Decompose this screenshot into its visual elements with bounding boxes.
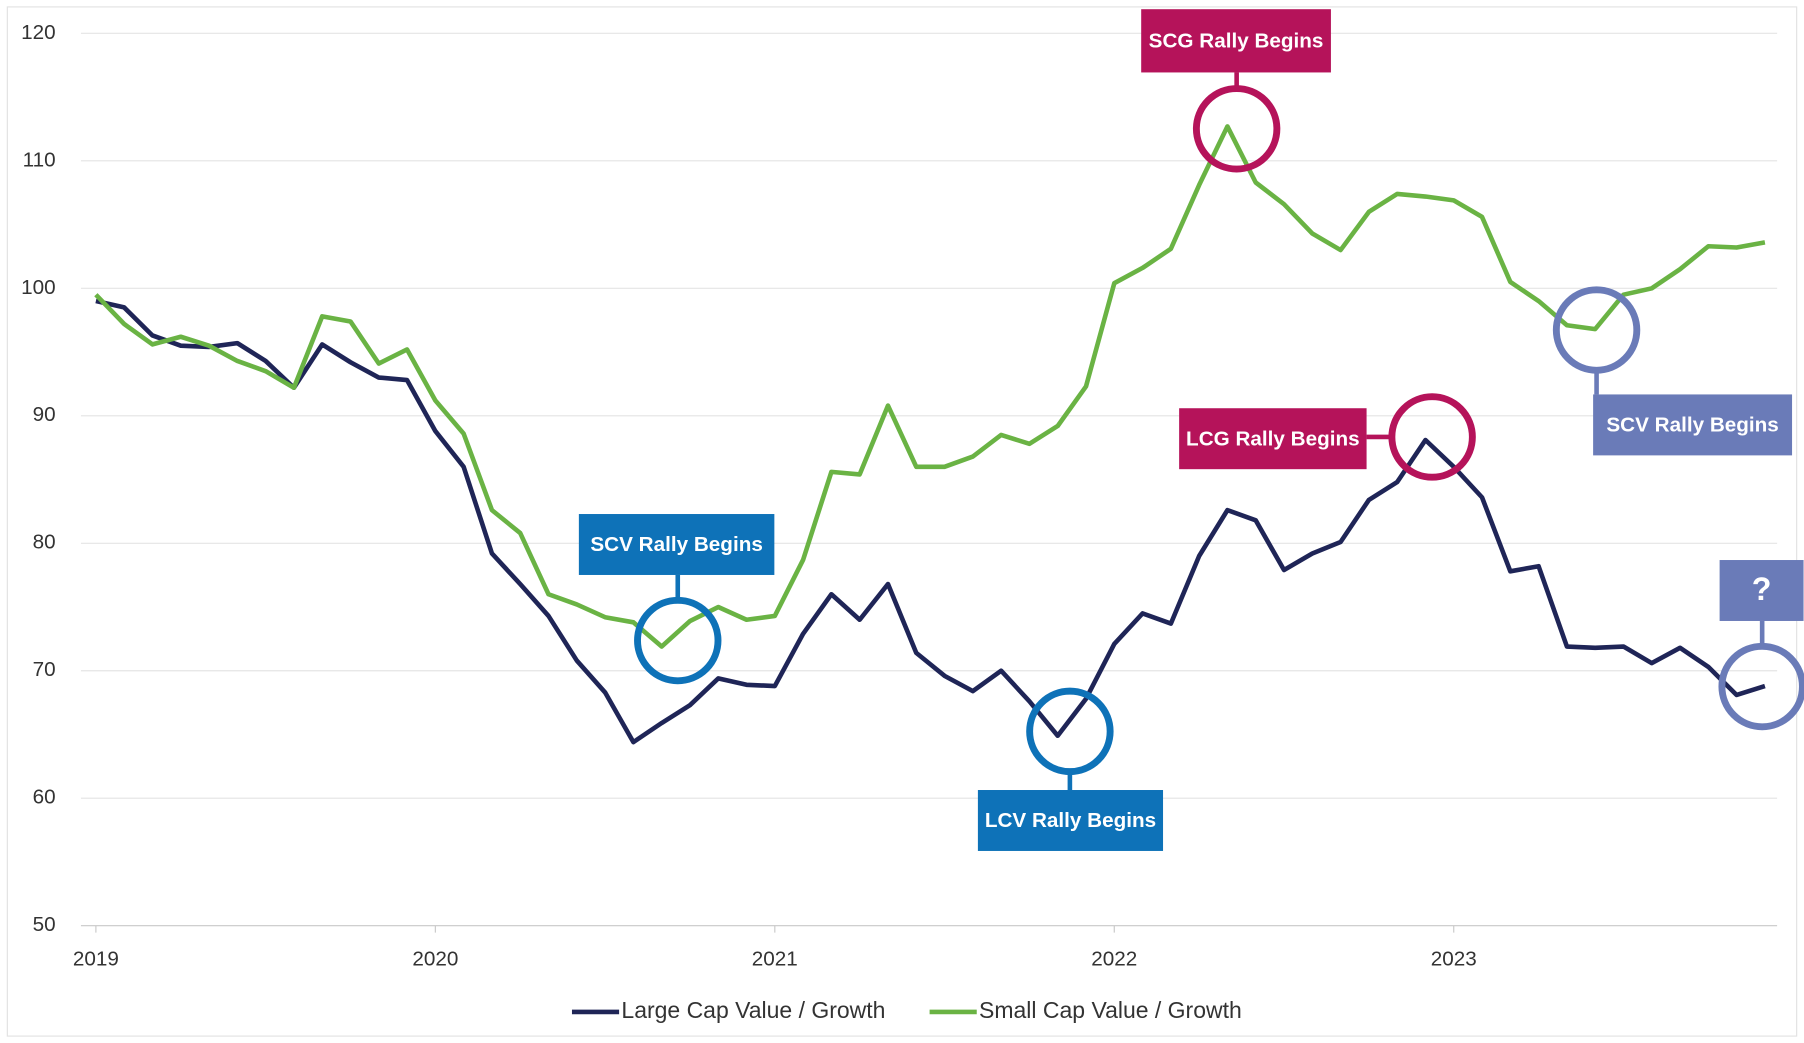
- y-tick-label: 70: [33, 658, 56, 681]
- y-tick-label: 110: [23, 148, 56, 171]
- annotation-text: SCG Rally Begins: [1149, 29, 1324, 52]
- x-tick-label: 2021: [752, 948, 798, 971]
- legend-label: Small Cap Value / Growth: [979, 997, 1242, 1023]
- annotation-circle: [1388, 393, 1476, 481]
- y-tick-label: 80: [33, 531, 56, 554]
- annotation-box: [977, 790, 1164, 851]
- annotation-circle: [1718, 642, 1804, 731]
- annotation-circle: [634, 596, 722, 685]
- x-tick-label: 2020: [412, 948, 458, 971]
- annotation-box: [1719, 560, 1804, 621]
- y-tick-label: 100: [21, 276, 56, 299]
- y-tick-label: 60: [33, 786, 56, 809]
- annotation-text: LCV Rally Begins: [985, 809, 1156, 832]
- y-tick-label: 90: [33, 403, 56, 426]
- x-tick-label: 2023: [1431, 948, 1477, 971]
- annotation-box: [1141, 9, 1331, 73]
- legend-label: Large Cap Value / Growth: [621, 997, 885, 1023]
- annotation-text: LCG Rally Begins: [1186, 427, 1360, 450]
- annotation-circle: [1552, 286, 1641, 374]
- annotation-box: [578, 514, 775, 575]
- y-tick-label: 50: [33, 913, 56, 936]
- annotation-box: [1593, 394, 1793, 456]
- annotation-text: SCV Rally Begins: [1606, 414, 1778, 437]
- annotation-box: [1179, 408, 1367, 470]
- annotation-text: SCV Rally Begins: [590, 533, 762, 556]
- frame: [6, 6, 1798, 1037]
- annotation-circle: [1192, 85, 1281, 173]
- x-tick-label: 2022: [1091, 948, 1137, 971]
- series-line: [95, 298, 1766, 745]
- annotation-text: ?: [1752, 571, 1772, 607]
- annotation-circle: [1026, 687, 1114, 776]
- y-tick-label: 120: [21, 21, 56, 44]
- x-tick-label: 2019: [73, 948, 119, 971]
- series-line: [94, 124, 1766, 649]
